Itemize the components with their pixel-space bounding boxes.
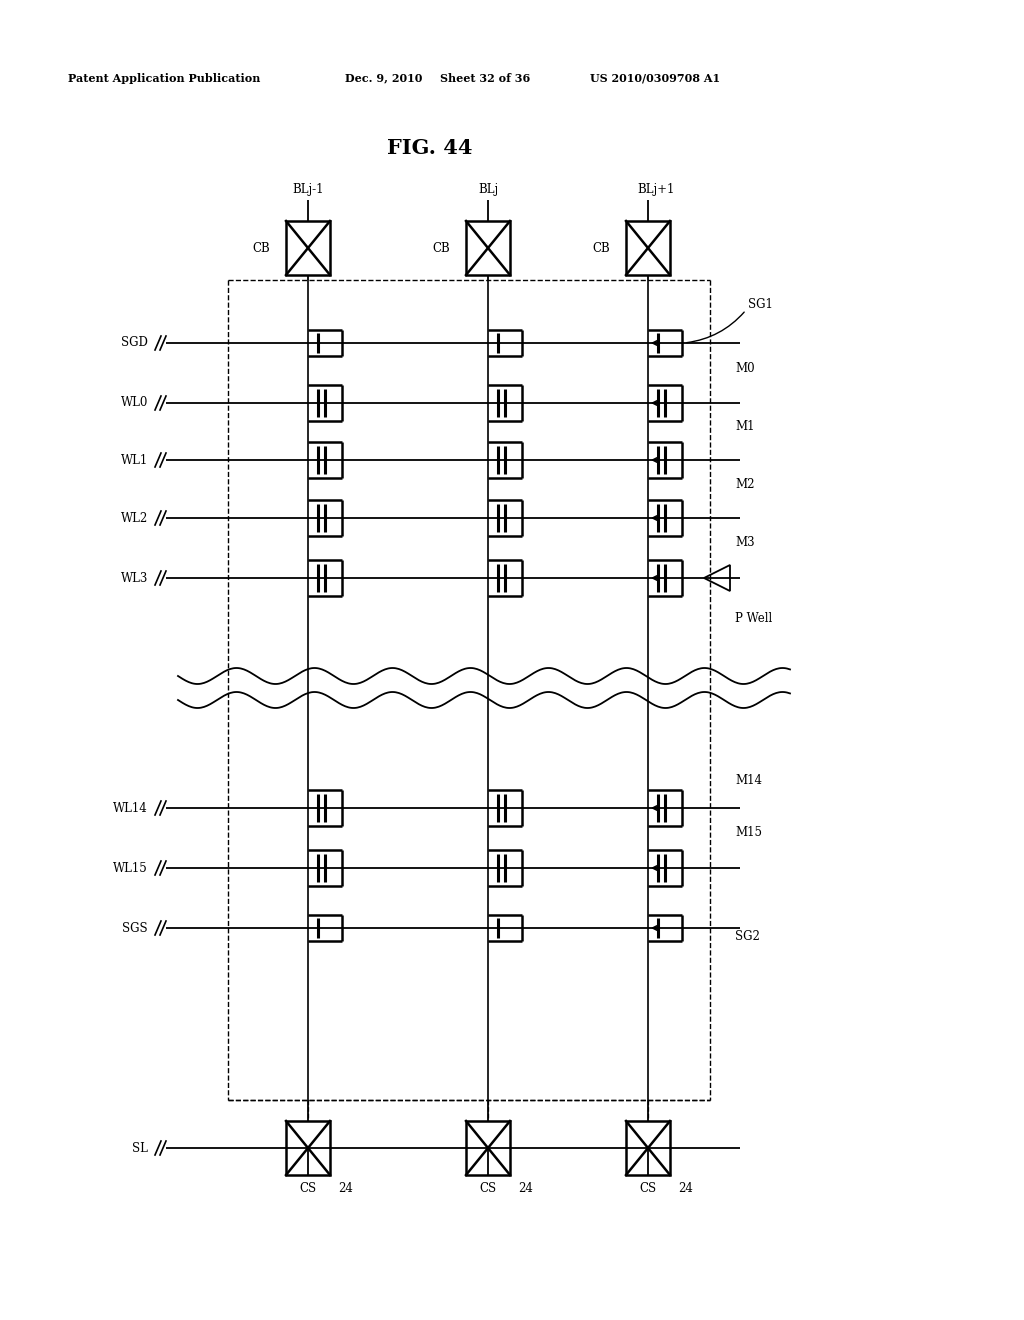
Text: 24: 24 <box>518 1183 534 1196</box>
Text: WL3: WL3 <box>121 572 148 585</box>
Text: BLj: BLj <box>478 183 498 197</box>
Bar <box>286 220 330 275</box>
Text: FIG. 44: FIG. 44 <box>387 139 473 158</box>
Text: CS: CS <box>479 1183 497 1196</box>
Text: Patent Application Publication: Patent Application Publication <box>68 73 260 83</box>
Text: US 2010/0309708 A1: US 2010/0309708 A1 <box>590 73 720 83</box>
Text: M2: M2 <box>735 478 755 491</box>
Bar <box>286 1121 330 1175</box>
Text: WL1: WL1 <box>121 454 148 466</box>
Text: SL: SL <box>132 1142 148 1155</box>
Text: M15: M15 <box>735 826 762 840</box>
Text: SGD: SGD <box>121 337 148 350</box>
Text: Dec. 9, 2010: Dec. 9, 2010 <box>345 73 422 83</box>
Text: CB: CB <box>432 242 450 255</box>
Text: M14: M14 <box>735 774 762 787</box>
Text: BLj-1: BLj-1 <box>292 183 324 197</box>
Text: P Well: P Well <box>735 611 772 624</box>
Bar <box>466 220 510 275</box>
Text: CB: CB <box>592 242 610 255</box>
Text: SG1: SG1 <box>748 298 773 312</box>
Text: WL14: WL14 <box>114 801 148 814</box>
Bar <box>626 1121 670 1175</box>
Bar <box>626 220 670 275</box>
Text: WL2: WL2 <box>121 511 148 524</box>
Text: CS: CS <box>639 1183 656 1196</box>
Bar <box>466 1121 510 1175</box>
Text: M1: M1 <box>735 420 755 433</box>
Text: WL15: WL15 <box>114 862 148 874</box>
Text: 24: 24 <box>679 1183 693 1196</box>
Text: Sheet 32 of 36: Sheet 32 of 36 <box>440 73 530 83</box>
Text: M0: M0 <box>735 362 755 375</box>
Text: SG2: SG2 <box>735 929 760 942</box>
Text: 24: 24 <box>339 1183 353 1196</box>
Text: CS: CS <box>299 1183 316 1196</box>
Text: M3: M3 <box>735 536 755 549</box>
Text: WL0: WL0 <box>121 396 148 409</box>
Text: BLj+1: BLj+1 <box>637 183 675 197</box>
Text: SGS: SGS <box>123 921 148 935</box>
Text: CB: CB <box>252 242 270 255</box>
